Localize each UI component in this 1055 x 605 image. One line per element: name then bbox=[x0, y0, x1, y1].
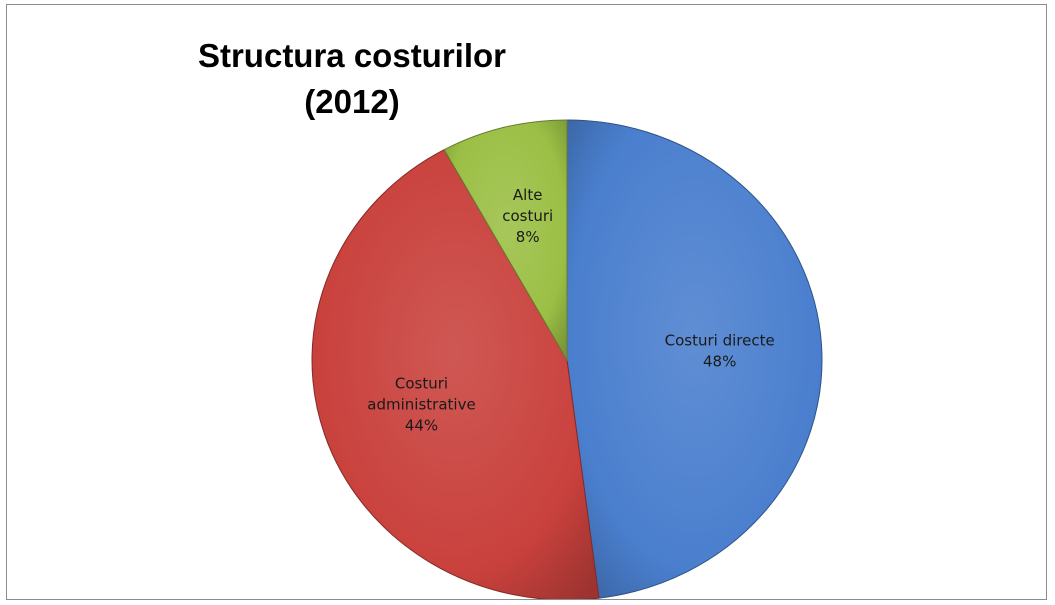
chart-title-line-1: Structura costurilor bbox=[197, 37, 507, 74]
pie-slice-costuri-administrative bbox=[311, 149, 600, 599]
slice-label-line: Costuri directe bbox=[665, 332, 775, 350]
slice-label-line: Alte bbox=[513, 186, 543, 204]
pie-chart: Costuri directe 48% Costuri administrative 4… bbox=[311, 119, 823, 599]
pie-slice-alte-costuri bbox=[443, 119, 568, 362]
chart-area: Structura costurilor (2012) Costuri dire… bbox=[6, 4, 1047, 600]
slice-label-costuri-administrative: Costuri administrative 44% bbox=[367, 375, 475, 435]
slice-percent: 48% bbox=[703, 353, 736, 371]
chart-title: Structura costurilor (2012) bbox=[172, 33, 532, 125]
slice-label-costuri-directe: Costuri directe 48% bbox=[665, 332, 775, 371]
slice-label-line: administrative bbox=[367, 396, 475, 414]
slice-label-alte-costuri: Alte costuri 8% bbox=[502, 186, 553, 246]
slice-label-line: Costuri bbox=[395, 375, 448, 393]
pie-slice-costuri-directe bbox=[566, 119, 823, 599]
chart-title-line-2: (2012) bbox=[304, 83, 400, 120]
slice-percent: 44% bbox=[405, 417, 438, 435]
slice-percent: 8% bbox=[516, 228, 540, 246]
slice-label-line: costuri bbox=[502, 207, 553, 225]
